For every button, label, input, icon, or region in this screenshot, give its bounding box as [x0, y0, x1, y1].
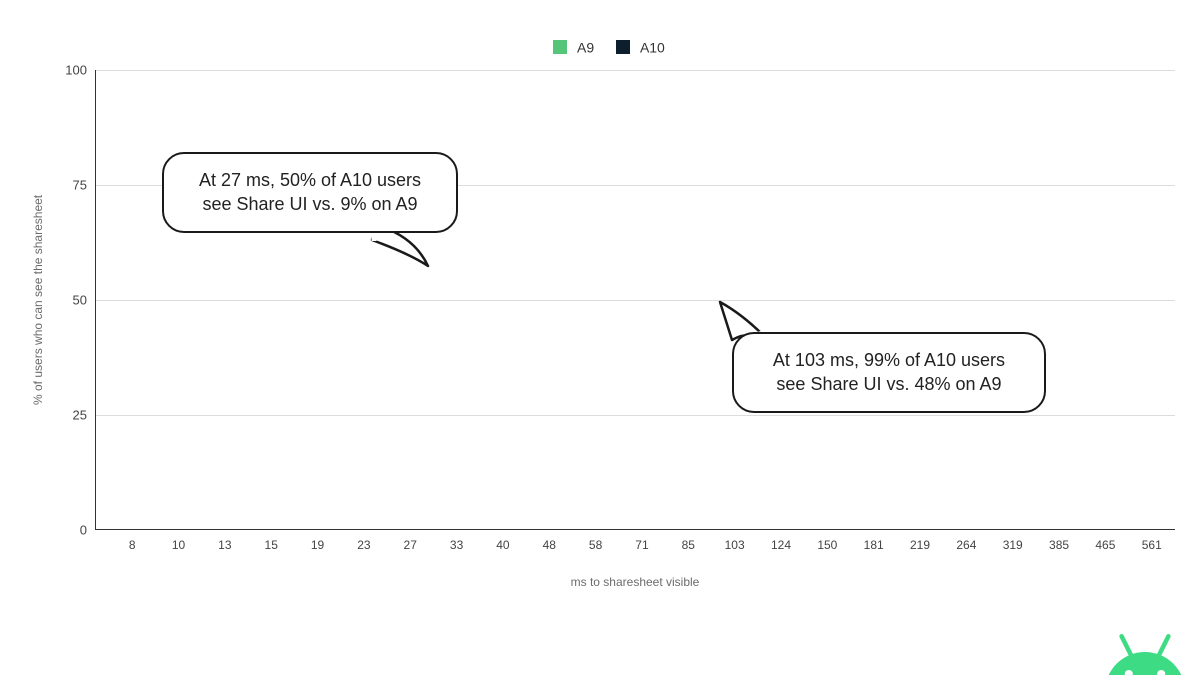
x-tick-label: 319 [1003, 538, 1023, 552]
legend: A9 A10 [0, 38, 1200, 55]
callout-103ms: At 103 ms, 99% of A10 users see Share UI… [732, 332, 1046, 413]
callout-103ms-line2: see Share UI vs. 48% on A9 [776, 374, 1001, 394]
legend-swatch-a9 [553, 40, 567, 54]
x-tick-label: 561 [1142, 538, 1162, 552]
x-tick-label: 71 [635, 538, 648, 552]
y-tick-label: 50 [73, 293, 87, 308]
x-tick-label: 465 [1095, 538, 1115, 552]
x-tick-label: 124 [771, 538, 791, 552]
android-head-icon [1100, 629, 1190, 675]
legend-label-a9: A9 [577, 39, 594, 55]
y-tick-label: 25 [73, 408, 87, 423]
x-tick-label: 181 [864, 538, 884, 552]
x-tick-label: 103 [725, 538, 745, 552]
y-axis-title: % of users who can see the sharesheet [28, 70, 48, 530]
x-axis-line [95, 529, 1175, 530]
x-tick-label: 48 [543, 538, 556, 552]
x-tick-label: 19 [311, 538, 324, 552]
callout-103ms-line1: At 103 ms, 99% of A10 users [773, 350, 1005, 370]
callout-27ms: At 27 ms, 50% of A10 users see Share UI … [162, 152, 458, 233]
callout-27ms-line1: At 27 ms, 50% of A10 users [199, 170, 421, 190]
chart-area: 8101315192327334048587185103124150181219… [95, 70, 1175, 530]
x-tick-label: 10 [172, 538, 185, 552]
x-tick-label: 8 [129, 538, 136, 552]
x-tick-label: 219 [910, 538, 930, 552]
x-tick-label: 58 [589, 538, 602, 552]
x-tick-label: 150 [817, 538, 837, 552]
legend-label-a10: A10 [640, 39, 665, 55]
x-tick-label: 40 [496, 538, 509, 552]
x-tick-label: 15 [265, 538, 278, 552]
x-tick-label: 23 [357, 538, 370, 552]
callout-27ms-line2: see Share UI vs. 9% on A9 [202, 194, 417, 214]
x-tick-label: 27 [404, 538, 417, 552]
legend-swatch-a10 [616, 40, 630, 54]
x-tick-label: 33 [450, 538, 463, 552]
y-tick-label: 100 [65, 63, 87, 78]
x-tick-label: 13 [218, 538, 231, 552]
x-axis-title: ms to sharesheet visible [95, 575, 1175, 589]
y-axis-line [95, 70, 96, 530]
x-tick-label: 85 [682, 538, 695, 552]
y-tick-label: 0 [80, 523, 87, 538]
x-tick-label: 264 [956, 538, 976, 552]
plot-region: 8101315192327334048587185103124150181219… [95, 70, 1175, 530]
x-tick-label: 385 [1049, 538, 1069, 552]
bar-groups: 8101315192327334048587185103124150181219… [95, 70, 1175, 530]
y-tick-label: 75 [73, 178, 87, 193]
